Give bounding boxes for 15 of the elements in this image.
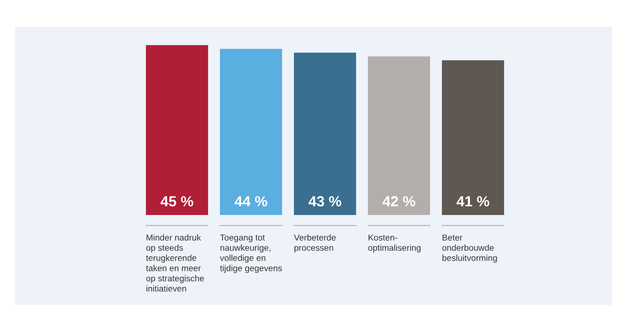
x-tick-label: Beter onderbouwde besluitvorming — [442, 234, 497, 263]
data-label: 41 % — [456, 196, 490, 206]
x-tick-label: Minder nadruk op steeds terugkerende taken en meer op strategische initiatieven — [146, 234, 204, 292]
bar — [220, 48, 282, 215]
bar — [146, 45, 208, 215]
x-tick-label: Verbeterde processen — [294, 234, 336, 252]
x-tick-label: Kosten- optimalisering — [368, 234, 420, 252]
x-tick-label: Toegang tot nauwkeurige, volledige en tijdige gegevens — [220, 234, 282, 273]
bar — [368, 56, 430, 215]
data-label: 42 % — [382, 196, 416, 206]
bar — [442, 60, 504, 215]
data-label: 45 % — [160, 196, 194, 206]
bar — [294, 52, 356, 215]
data-label: 44 % — [234, 196, 268, 206]
data-label: 43 % — [308, 196, 342, 206]
